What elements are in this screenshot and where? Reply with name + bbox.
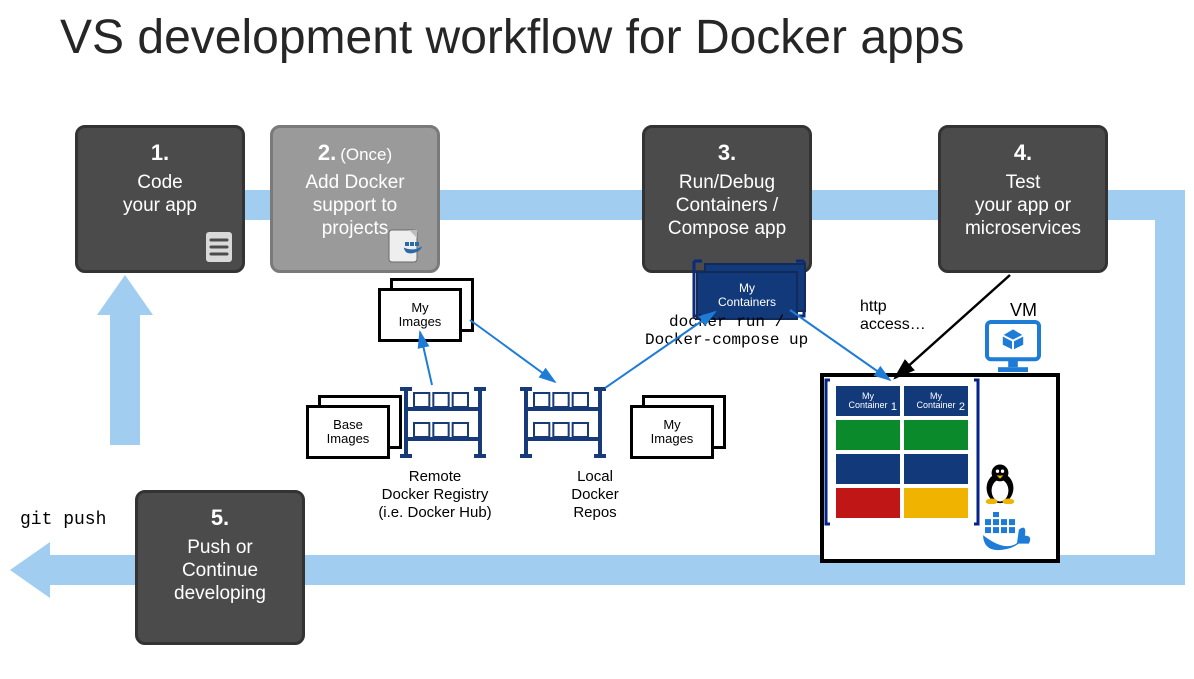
vm-container-cell xyxy=(904,454,968,484)
remote-registry-icon xyxy=(398,385,488,460)
docker-whale-icon xyxy=(979,512,1031,554)
docker-run-label: docker run / Docker-compose up xyxy=(645,313,808,350)
vm-container-label: My Container xyxy=(916,392,955,411)
vm-container-cell xyxy=(904,420,968,450)
stack-front-card: My Images xyxy=(378,288,462,342)
step-5: 5. Push or Continue developing xyxy=(135,490,305,645)
step-number-row: 5. xyxy=(211,505,229,531)
my-images-top-stack: My Images xyxy=(378,278,468,338)
remote-registry-caption: Remote Docker Registry (i.e. Docker Hub) xyxy=(355,468,515,522)
step-number-row: 3. xyxy=(718,140,736,166)
vm-container-cell xyxy=(836,420,900,450)
git-push-arrow xyxy=(10,542,50,598)
vm-container-cell: My Container 2 xyxy=(904,386,968,416)
stack-front-card: Base Images xyxy=(306,405,390,459)
vm-container-cell: My Container 1 xyxy=(836,386,900,416)
http-access-label: http access… xyxy=(860,298,926,333)
step-1: 1. Code your app xyxy=(75,125,245,273)
step-label: Test your app or microservices xyxy=(965,172,1081,240)
step-number: 2. xyxy=(318,140,336,165)
linux-penguin-icon xyxy=(979,462,1021,504)
vm-container-cell xyxy=(836,454,900,484)
git-push-label: git push xyxy=(20,510,106,530)
vm-container-label: My Container xyxy=(848,392,887,411)
vm-container-label-suffix: 2 xyxy=(959,402,965,414)
myimages-to-local xyxy=(470,320,555,382)
step-number-row: 2.(Once) xyxy=(318,140,392,166)
step-number-row: 4. xyxy=(1014,140,1032,166)
step-label: Code your app xyxy=(123,172,197,218)
dockerfile-icon xyxy=(387,228,431,264)
step-3: 3. Run/Debug Containers / Compose app xyxy=(642,125,812,273)
page-title: VS development workflow for Docker apps xyxy=(60,10,964,65)
flow-band-arrow-body xyxy=(48,555,140,585)
loop-up-arrow xyxy=(97,275,153,315)
step-4: 4. Test your app or microservices xyxy=(938,125,1108,273)
my-images-right-stack: My Images xyxy=(630,395,720,455)
step-number: 1. xyxy=(151,140,169,165)
step-number-suffix: (Once) xyxy=(340,145,392,164)
step-label: Run/Debug Containers / Compose app xyxy=(668,172,786,240)
step-number: 4. xyxy=(1014,140,1032,165)
vm-monitor-icon xyxy=(983,318,1043,378)
step-number-row: 1. xyxy=(151,140,169,166)
vm-container-label-suffix: 1 xyxy=(891,402,897,414)
vm-container-cell xyxy=(836,488,900,518)
step-number: 3. xyxy=(718,140,736,165)
local-repos-caption: Local Docker Repos xyxy=(515,468,675,522)
base-images-stack: Base Images xyxy=(306,395,396,455)
my-containers-stack: My Containers xyxy=(696,263,804,318)
document-icon xyxy=(202,230,236,264)
local-repos-icon xyxy=(518,385,608,460)
vm-container-cell xyxy=(904,488,968,518)
vm-box: My Container 1 My Container 2 xyxy=(820,373,1060,563)
step-number: 5. xyxy=(211,505,229,530)
step-label: Push or Continue developing xyxy=(174,537,266,605)
flow-band-segment xyxy=(110,305,140,445)
flow-band-segment xyxy=(1155,190,1185,585)
stack-front-card: My Images xyxy=(630,405,714,459)
step-2: 2.(Once)Add Docker support to projects xyxy=(270,125,440,273)
